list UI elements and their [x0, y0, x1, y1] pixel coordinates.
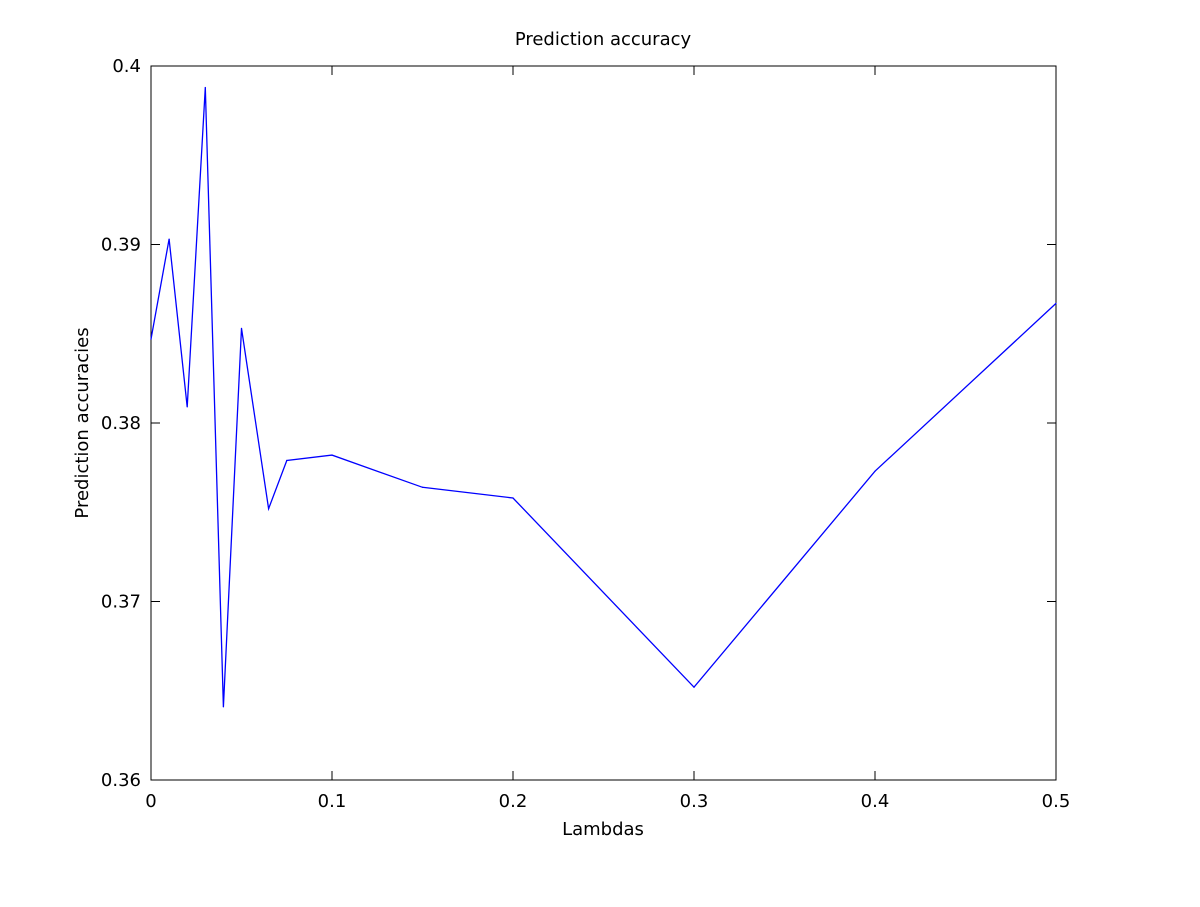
data-point	[204, 86, 206, 89]
data-point	[421, 486, 424, 488]
data-point	[186, 406, 188, 408]
data-point	[874, 470, 876, 472]
data-point	[222, 706, 224, 708]
x-axis-title: Lambdas	[562, 819, 644, 840]
chart-title: Prediction accuracy	[515, 29, 692, 50]
data-point	[240, 327, 243, 329]
x-tick-label: 0.1	[318, 791, 347, 812]
data-point	[331, 454, 333, 456]
axes-frame	[150, 65, 1057, 781]
data-point	[168, 238, 170, 240]
y-tick-label: 0.4	[112, 56, 141, 77]
x-tick-label: 0	[145, 791, 156, 812]
x-tick-label: 0.3	[680, 791, 709, 812]
y-axis-title: Prediction accuracies	[72, 327, 93, 518]
y-tick-label: 0.39	[101, 235, 141, 256]
data-point	[286, 459, 288, 462]
data-point	[150, 338, 152, 340]
y-tick-label: 0.36	[101, 770, 141, 791]
data-point	[512, 497, 514, 499]
plot-area: 0 0.1 0.2 0.3 0.4 0.5 0.36 0.37 0.38 0.39 0.4	[101, 56, 1070, 812]
x-tick-label: 0.2	[499, 791, 528, 812]
data-point	[268, 508, 270, 510]
data-point	[1055, 302, 1057, 305]
x-tick-label: 0.4	[861, 791, 890, 812]
series-line	[150, 87, 1057, 707]
y-tick-label: 0.38	[101, 413, 141, 434]
data-point	[693, 686, 695, 688]
y-tick-label: 0.37	[101, 592, 141, 613]
x-tick-label: 0.5	[1042, 791, 1071, 812]
